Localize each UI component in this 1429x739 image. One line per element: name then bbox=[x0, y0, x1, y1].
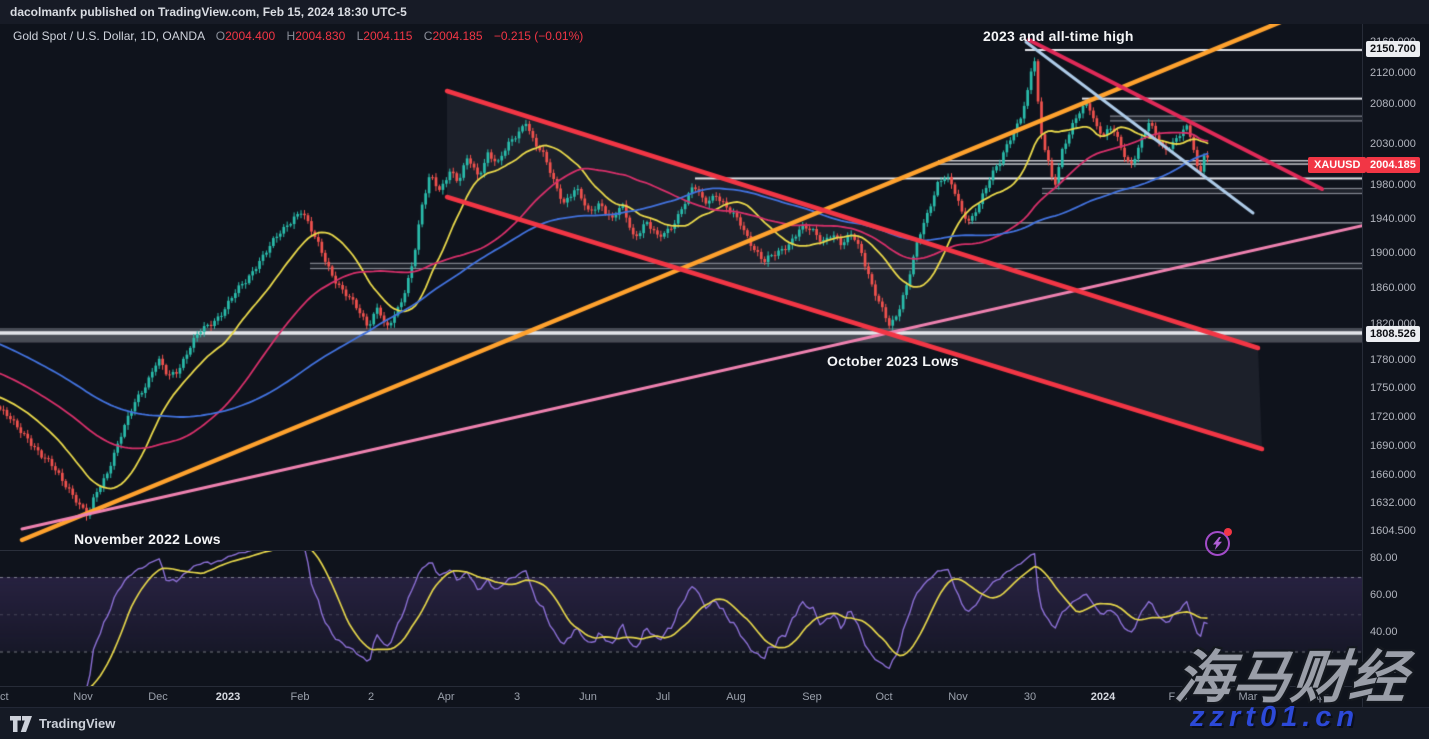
high-label: H bbox=[286, 29, 296, 43]
time-tick: Nov bbox=[73, 691, 93, 703]
price-axis[interactable]: 2160.0002120.0002080.0002030.0001980.000… bbox=[1362, 0, 1429, 707]
bottom-toolbar: TradingView bbox=[0, 707, 1429, 739]
symbol-title[interactable]: Gold Spot / U.S. Dollar, 1D, OANDA bbox=[13, 29, 205, 43]
rsi-pane-canvas[interactable] bbox=[0, 551, 1362, 686]
price-tick: 1632.000 bbox=[1370, 497, 1416, 510]
time-axis[interactable]: Oct Nov Dec 2023 Feb 2 Apr 3 Jun Jul Aug Sep Oct Nov 3… bbox=[0, 686, 1362, 707]
time-tick: Mar bbox=[1238, 691, 1258, 703]
open-label: O bbox=[215, 29, 226, 43]
price-tick: 1660.000 bbox=[1370, 469, 1416, 482]
lightning-bolt-icon bbox=[1213, 537, 1222, 550]
price-tick: 1690.000 bbox=[1370, 439, 1416, 452]
price-level-tag: 2150.700 bbox=[1366, 41, 1420, 57]
annotation-october-lows: October 2023 Lows bbox=[827, 353, 959, 369]
symbol-price-tag: XAUUSD bbox=[1308, 156, 1367, 173]
time-tick: Jun bbox=[579, 691, 597, 703]
pane-separator bbox=[0, 550, 1362, 551]
time-tick: Sep bbox=[802, 691, 822, 703]
low-value: 2004.115 bbox=[363, 29, 413, 43]
time-tick: Oct bbox=[0, 691, 9, 703]
rsi-tick: 60.00 bbox=[1370, 589, 1398, 602]
tradingview-logo[interactable]: TradingView bbox=[10, 715, 116, 732]
rsi-tick: 40.00 bbox=[1370, 626, 1398, 639]
flash-circle-icon bbox=[1205, 531, 1230, 556]
time-tick: 30 bbox=[1023, 691, 1037, 703]
time-tick: Apr bbox=[437, 691, 455, 703]
price-tick: 1720.000 bbox=[1370, 410, 1416, 423]
tradingview-logo-text: TradingView bbox=[39, 716, 116, 731]
low-label: L bbox=[356, 29, 364, 43]
tradingview-logo-icon bbox=[10, 715, 32, 732]
price-tick: 1900.000 bbox=[1370, 247, 1416, 260]
time-tick: 2024 bbox=[1090, 691, 1116, 703]
change-value: −0.215 (−0.01%) bbox=[493, 29, 584, 43]
rsi-tick: 20.00 bbox=[1370, 663, 1398, 676]
time-tick: 3 bbox=[513, 691, 521, 703]
price-tick: 1604.500 bbox=[1370, 525, 1416, 537]
annotation-november-lows: November 2022 Lows bbox=[74, 531, 221, 547]
flash-reaction-button[interactable] bbox=[1205, 528, 1233, 556]
close-value: 2004.185 bbox=[432, 29, 483, 43]
attribution-bar: dacolmanfx published on TradingView.com,… bbox=[0, 0, 1429, 24]
time-tick: Aug bbox=[726, 691, 746, 703]
open-value: 2004.400 bbox=[225, 29, 276, 43]
attribution-text: dacolmanfx published on TradingView.com,… bbox=[10, 5, 407, 19]
time-tick: Oct bbox=[875, 691, 893, 703]
symbol-legend[interactable]: Gold Spot / U.S. Dollar, 1D, OANDA O2004… bbox=[13, 29, 583, 43]
price-tick: 2080.000 bbox=[1370, 98, 1416, 111]
price-tick: 1750.000 bbox=[1370, 382, 1416, 395]
watermark-url: zzrt01.cn bbox=[1190, 701, 1360, 733]
time-tick: Apr bbox=[1311, 691, 1329, 703]
time-tick: Feb bbox=[290, 691, 310, 703]
annotation-ath: 2023 and all-time high bbox=[983, 28, 1134, 44]
price-tick: 2030.000 bbox=[1370, 138, 1416, 151]
price-tick: 1980.000 bbox=[1370, 179, 1416, 192]
price-tick: 1780.000 bbox=[1370, 354, 1416, 367]
time-tick: Jul bbox=[655, 691, 671, 703]
time-tick: Dec bbox=[148, 691, 168, 703]
price-level-tag: 1808.526 bbox=[1366, 325, 1420, 342]
time-tick: Feb bbox=[1168, 691, 1188, 703]
time-tick: Nov bbox=[948, 691, 968, 703]
rsi-tick: 80.00 bbox=[1370, 551, 1398, 564]
price-tick: 2120.000 bbox=[1370, 67, 1416, 80]
price-tick: 1940.000 bbox=[1370, 212, 1416, 225]
price-chart-canvas[interactable] bbox=[0, 24, 1362, 550]
notification-dot bbox=[1224, 528, 1232, 536]
close-label: C bbox=[423, 29, 433, 43]
last-price-tag: 2004.185 bbox=[1366, 156, 1420, 173]
time-tick: 2 bbox=[367, 691, 375, 703]
time-tick: 2023 bbox=[215, 691, 241, 703]
price-tick: 1860.000 bbox=[1370, 282, 1416, 295]
chart-region[interactable]: Gold Spot / U.S. Dollar, 1D, OANDA O2004… bbox=[0, 24, 1367, 686]
high-value: 2004.830 bbox=[295, 29, 346, 43]
